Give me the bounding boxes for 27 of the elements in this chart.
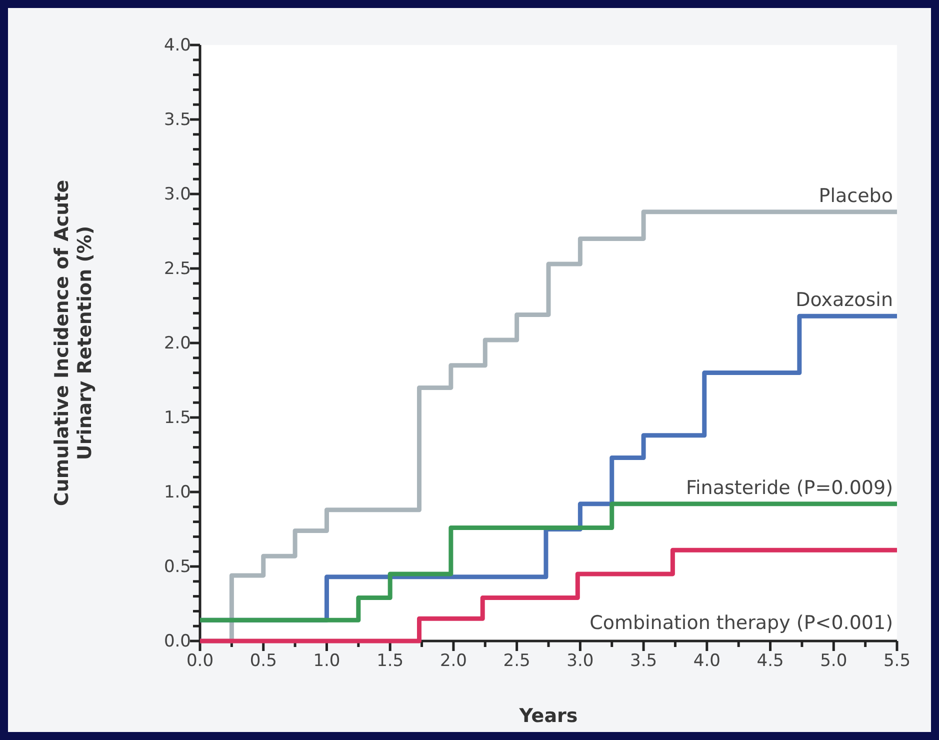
y-tick-label: 1.5: [164, 408, 191, 428]
x-tick-label: 5.0: [820, 651, 848, 672]
x-tick-label: 2.0: [440, 651, 467, 672]
series-label: Combination therapy (P<0.001): [590, 612, 893, 634]
y-tick-label: 3.0: [164, 184, 191, 204]
y-axis-title: Cumulative Incidence of Acute Urinary Retention (%): [51, 180, 96, 506]
y-tick-label: 3.5: [164, 110, 191, 130]
series-label: Finasteride (P=0.009): [686, 476, 893, 499]
x-tick-label: 4.5: [756, 651, 784, 672]
x-tick-label: 5.5: [883, 651, 911, 672]
x-tick-label: 3.5: [630, 651, 658, 672]
x-tick-label: 2.5: [503, 651, 530, 672]
x-tick-label: 0.5: [250, 651, 277, 672]
x-tick-label: 4.0: [693, 651, 720, 672]
series-label: Placebo: [818, 184, 893, 207]
series-label: Doxazosin: [796, 289, 893, 312]
y-tick-label: 4.0: [164, 35, 191, 56]
y-tick-label: 1.0: [164, 482, 191, 502]
y-tick-label: 0.5: [164, 556, 191, 577]
y-tick-label: 0.0: [164, 631, 191, 652]
x-tick-label: 3.0: [566, 651, 594, 672]
x-tick-label: 1.5: [376, 651, 404, 672]
x-tick-label: 0.0: [186, 651, 214, 672]
x-tick-label: 1.0: [313, 651, 340, 672]
y-tick-label: 2.5: [164, 258, 191, 279]
y-tick-label: 2.0: [164, 333, 191, 354]
x-axis-title: Years: [518, 705, 578, 727]
